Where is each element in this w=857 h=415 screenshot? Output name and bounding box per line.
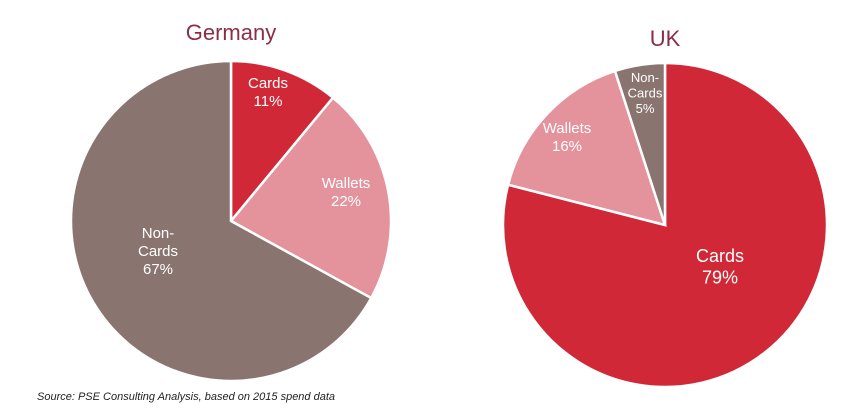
uk-label-cards: Cards 79% — [696, 246, 744, 288]
source-note: Source: PSE Consulting Analysis, based o… — [37, 391, 336, 403]
uk-title: UK — [649, 26, 681, 51]
germany-label-cards: Cards 11% — [248, 75, 288, 110]
germany-slice-cards — [229, 59, 335, 225]
germany-label-non-cards: Non-Cards 67% — [138, 225, 178, 278]
germany-label-wallets: Wallets 22% — [322, 175, 371, 210]
uk-label-non-cards: Non-Cards 5% — [628, 70, 663, 116]
germany-title: Germany — [185, 20, 277, 45]
germany-slice-wallets — [229, 95, 393, 300]
uk-slice-non-cards — [613, 61, 667, 226]
germany-slice-non-cards — [69, 59, 373, 383]
uk-label-wallets: Wallets 16% — [543, 120, 592, 155]
uk-slice-wallets — [506, 69, 667, 227]
